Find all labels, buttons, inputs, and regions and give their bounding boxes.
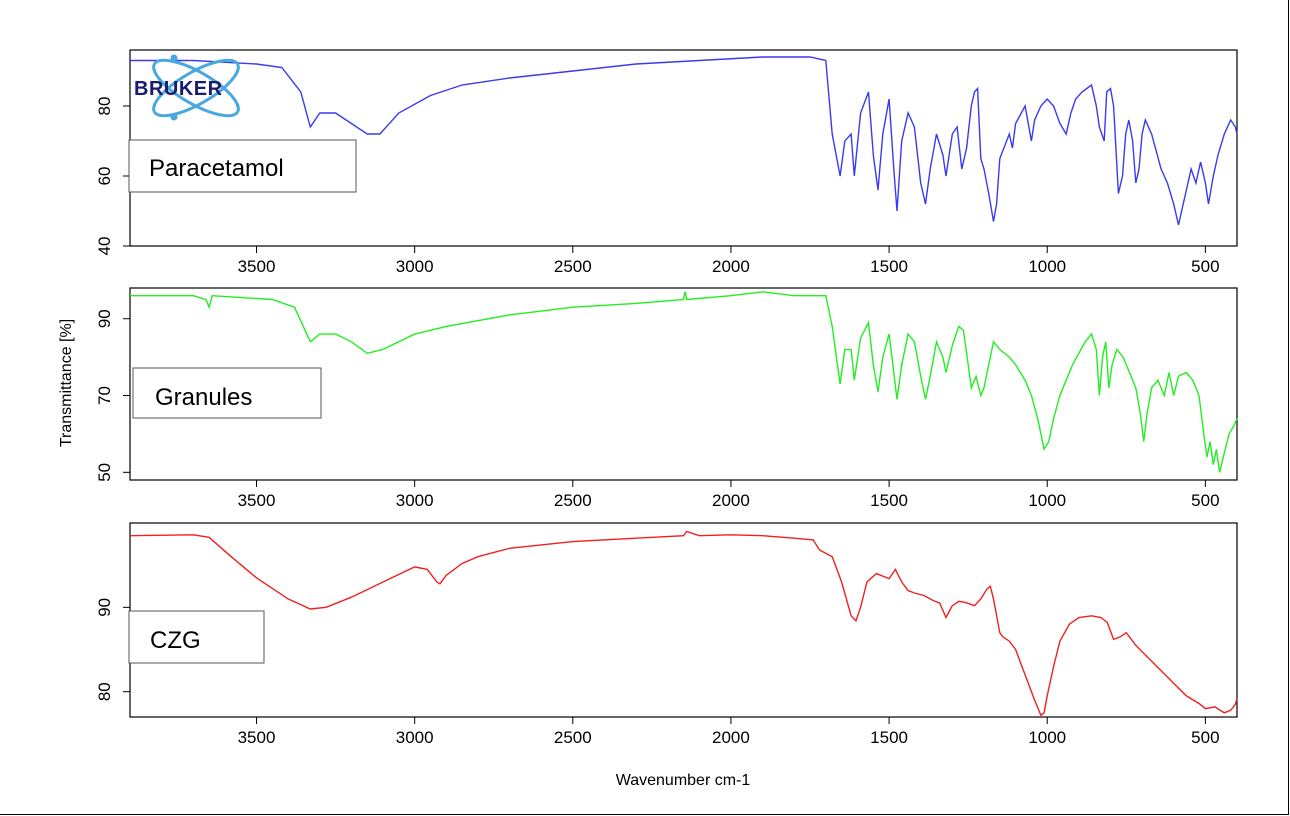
- sample-label: CZG: [150, 627, 201, 654]
- x-tick-label: 2500: [554, 728, 592, 747]
- y-axis-title: Transmittance [%]: [58, 319, 75, 447]
- sample-label-box: [128, 610, 265, 664]
- spectrum-line-granules: [130, 291, 1238, 473]
- x-tick-label: 500: [1191, 257, 1219, 276]
- x-tick-label: 2000: [712, 257, 750, 276]
- y-tick-label: 80: [95, 97, 114, 116]
- y-tick-label: 80: [95, 682, 114, 701]
- x-tick-label: 1000: [1028, 257, 1066, 276]
- panel-czg: 3500 3000 2500 2000 1500 1000 500 80 90 CZG: [95, 522, 1238, 747]
- x-tick-label: 1500: [870, 257, 908, 276]
- x-tick-label: 500: [1191, 491, 1219, 510]
- spectrum-line-czg: [129, 530, 1238, 717]
- sample-label-box: [128, 139, 357, 193]
- x-tick-label: 500: [1191, 728, 1219, 747]
- panels-layer: 3500 3000 2500 2000 1500 1000 500 40 60 80 Paracet…: [95, 49, 1238, 747]
- x-tick-label: 3000: [396, 728, 434, 747]
- y-tick-label: 90: [95, 598, 114, 617]
- x-tick-label: 3500: [238, 491, 276, 510]
- x-tick-label: 3500: [238, 257, 276, 276]
- x-tick-label: 2000: [712, 491, 750, 510]
- panel-frame: [129, 287, 1238, 481]
- logo-text: BRUKER: [134, 78, 223, 100]
- x-tick-label: 2000: [712, 728, 750, 747]
- y-tick-label: 60: [95, 167, 114, 186]
- sample-label: Granules: [155, 384, 252, 411]
- sample-label-box: [132, 367, 322, 419]
- panel-paracetamol: 3500 3000 2500 2000 1500 1000 500 40 60 80 Paracet…: [95, 49, 1238, 276]
- panel-frame: [129, 522, 1238, 718]
- x-tick-label: 1500: [870, 491, 908, 510]
- y-tick-label: 50: [95, 463, 114, 482]
- x-axis-title: Wavenumber cm-1: [616, 772, 751, 789]
- y-tick-label: 70: [95, 386, 114, 405]
- bruker-logo: BRUKER: [134, 54, 240, 121]
- x-tick-label: 3500: [238, 728, 276, 747]
- spectrum-line-paracetamol: [130, 56, 1238, 226]
- x-tick-label: 1500: [870, 728, 908, 747]
- x-tick-label: 1000: [1028, 491, 1066, 510]
- x-tick-label: 2500: [554, 491, 592, 510]
- y-tick-label: 40: [95, 237, 114, 256]
- sample-label: Paracetamol: [149, 155, 284, 182]
- x-tick-label: 3000: [396, 257, 434, 276]
- x-tick-label: 2500: [554, 257, 592, 276]
- x-tick-label: 1000: [1028, 728, 1066, 747]
- y-tick-label: 90: [95, 309, 114, 328]
- panel-granules: 3500 3000 2500 2000 1500 1000 500 50 70 90 Granule…: [95, 287, 1238, 510]
- x-tick-label: 3000: [396, 491, 434, 510]
